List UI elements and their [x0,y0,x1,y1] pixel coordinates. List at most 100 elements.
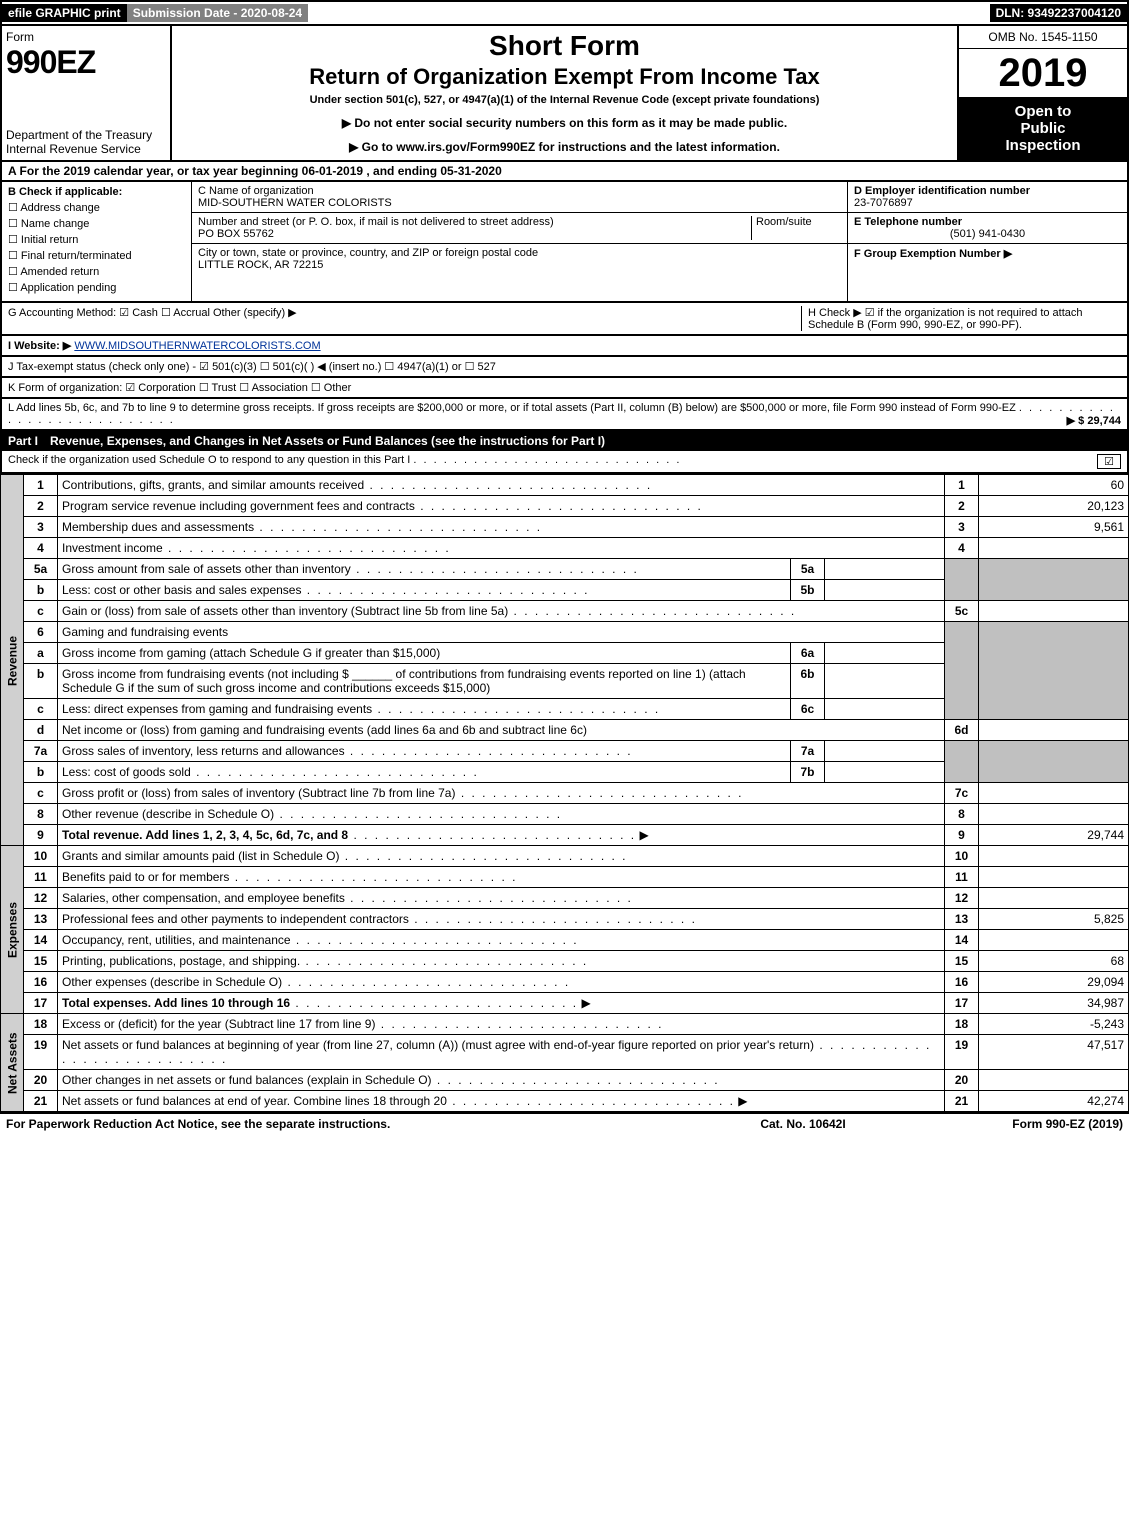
l1-rnum: 1 [945,475,979,496]
header-center: Short Form Return of Organization Exempt… [172,26,957,160]
submission-date: Submission Date - 2020-08-24 [127,4,308,22]
chk-name-change[interactable]: Name change [8,217,185,230]
l3-dots [254,520,542,534]
l5c-rnum: 5c [945,601,979,622]
l8-text: Other revenue (describe in Schedule O) [62,807,274,821]
l12-dots [345,891,633,905]
street-value: PO BOX 55762 [198,228,751,240]
l18-rnum: 18 [945,1014,979,1035]
l9-rval: 29,744 [979,825,1129,846]
l10-desc: Grants and similar amounts paid (list in… [58,846,945,867]
info-block: B Check if applicable: Address change Na… [0,182,1129,303]
l19-rnum: 19 [945,1035,979,1070]
goto-link[interactable]: ▶ Go to www.irs.gov/Form990EZ for instru… [180,140,949,154]
l6-rshade-val [979,622,1129,720]
form-990ez-year: Form 990-EZ (2019) [903,1117,1123,1131]
part1-header: Part I Revenue, Expenses, and Changes in… [0,431,1129,451]
l6b-num: b [24,664,58,699]
open-line3: Inspection [1005,137,1080,154]
l2-dots [415,499,703,513]
l16-num: 16 [24,972,58,993]
section-c: C Name of organization MID-SOUTHERN WATE… [192,182,847,301]
l19-num: 19 [24,1035,58,1070]
l1-num: 1 [24,475,58,496]
part1-label: Part I [8,434,50,448]
part1-checkbox[interactable]: ☑ [1097,454,1121,469]
l11-rval [979,867,1129,888]
l20-text: Other changes in net assets or fund bala… [62,1073,432,1087]
l17-rval: 34,987 [979,993,1129,1014]
l-text: L Add lines 5b, 6c, and 7b to line 9 to … [8,402,1016,414]
l14-desc: Occupancy, rent, utilities, and maintena… [58,930,945,951]
e-label: E Telephone number [854,216,1121,228]
l7c-dots [455,786,743,800]
l7b-desc: Less: cost of goods sold [58,762,791,783]
efile-print-label[interactable]: efile GRAPHIC print [2,4,127,22]
chk-amended-return[interactable]: Amended return [8,265,185,278]
website-link[interactable]: WWW.MIDSOUTHERNWATERCOLORISTS.COM [74,340,320,352]
l11-dots [229,870,517,884]
l16-desc: Other expenses (describe in Schedule O) [58,972,945,993]
street-label: Number and street (or P. O. box, if mail… [198,216,751,228]
l13-desc: Professional fees and other payments to … [58,909,945,930]
chk-application-pending[interactable]: Application pending [8,281,185,294]
l10-dots [339,849,627,863]
l14-dots [291,933,579,947]
under-section: Under section 501(c), 527, or 4947(a)(1)… [180,94,949,106]
open-public-inspection: Open to Public Inspection [959,97,1127,160]
l5c-dots [508,604,796,618]
tax-year: 2019 [959,49,1127,97]
row-i: I Website: ▶ WWW.MIDSOUTHERNWATERCOLORIS… [0,336,1129,357]
l14-num: 14 [24,930,58,951]
l8-rnum: 8 [945,804,979,825]
l6b-mn: 6b [791,664,825,699]
l7b-text: Less: cost of goods sold [62,765,191,779]
l1-desc: Contributions, gifts, grants, and simila… [58,475,945,496]
l1-text: Contributions, gifts, grants, and simila… [62,478,364,492]
l12-rnum: 12 [945,888,979,909]
l7b-dots [191,765,479,779]
l19-text: Net assets or fund balances at beginning… [62,1038,814,1052]
l8-rval [979,804,1129,825]
l7c-desc: Gross profit or (loss) from sales of inv… [58,783,945,804]
l20-num: 20 [24,1070,58,1091]
l5b-dots [301,583,589,597]
street-block: Number and street (or P. O. box, if mail… [192,213,847,244]
l6-desc: Gaming and fundraising events [58,622,945,643]
l18-text: Excess or (deficit) for the year (Subtra… [62,1017,375,1031]
l15-rnum: 15 [945,951,979,972]
l4-rnum: 4 [945,538,979,559]
l15-dots [300,954,588,968]
l1-dots [364,478,652,492]
l4-desc: Investment income [58,538,945,559]
l11-text: Benefits paid to or for members [62,870,229,884]
city-label: City or town, state or province, country… [198,247,841,259]
ein-block: D Employer identification number 23-7076… [848,182,1127,213]
city-block: City or town, state or province, country… [192,244,847,274]
l5b-mv [825,580,945,601]
chk-initial-return[interactable]: Initial return [8,233,185,246]
header-right: OMB No. 1545-1150 2019 Open to Public In… [957,26,1127,160]
l6-num: 6 [24,622,58,643]
l15-text: Printing, publications, postage, and shi… [62,954,300,968]
l21-desc: Net assets or fund balances at end of ye… [58,1091,945,1112]
l7c-rnum: 7c [945,783,979,804]
l7ab-rshade [945,741,979,783]
section-def: D Employer identification number 23-7076… [847,182,1127,301]
city-value: LITTLE ROCK, AR 72215 [198,259,841,271]
l4-text: Investment income [62,541,163,555]
l5b-desc: Less: cost or other basis and sales expe… [58,580,791,601]
l19-desc: Net assets or fund balances at beginning… [58,1035,945,1070]
row-l: L Add lines 5b, 6c, and 7b to line 9 to … [0,399,1129,431]
l-amount: ▶ $ 29,744 [1067,414,1121,427]
schedule-b-check: H Check ▶ ☑ if the organization is not r… [801,306,1121,331]
chk-final-return[interactable]: Final return/terminated [8,249,185,262]
chk-address-change[interactable]: Address change [8,201,185,214]
form-header: Form 990EZ Department of the Treasury In… [0,26,1129,162]
l12-desc: Salaries, other compensation, and employ… [58,888,945,909]
l2-text: Program service revenue including govern… [62,499,415,513]
phone-value: (501) 941-0430 [854,228,1121,240]
l6a-mv [825,643,945,664]
omb-number: OMB No. 1545-1150 [959,26,1127,49]
l10-num: 10 [24,846,58,867]
